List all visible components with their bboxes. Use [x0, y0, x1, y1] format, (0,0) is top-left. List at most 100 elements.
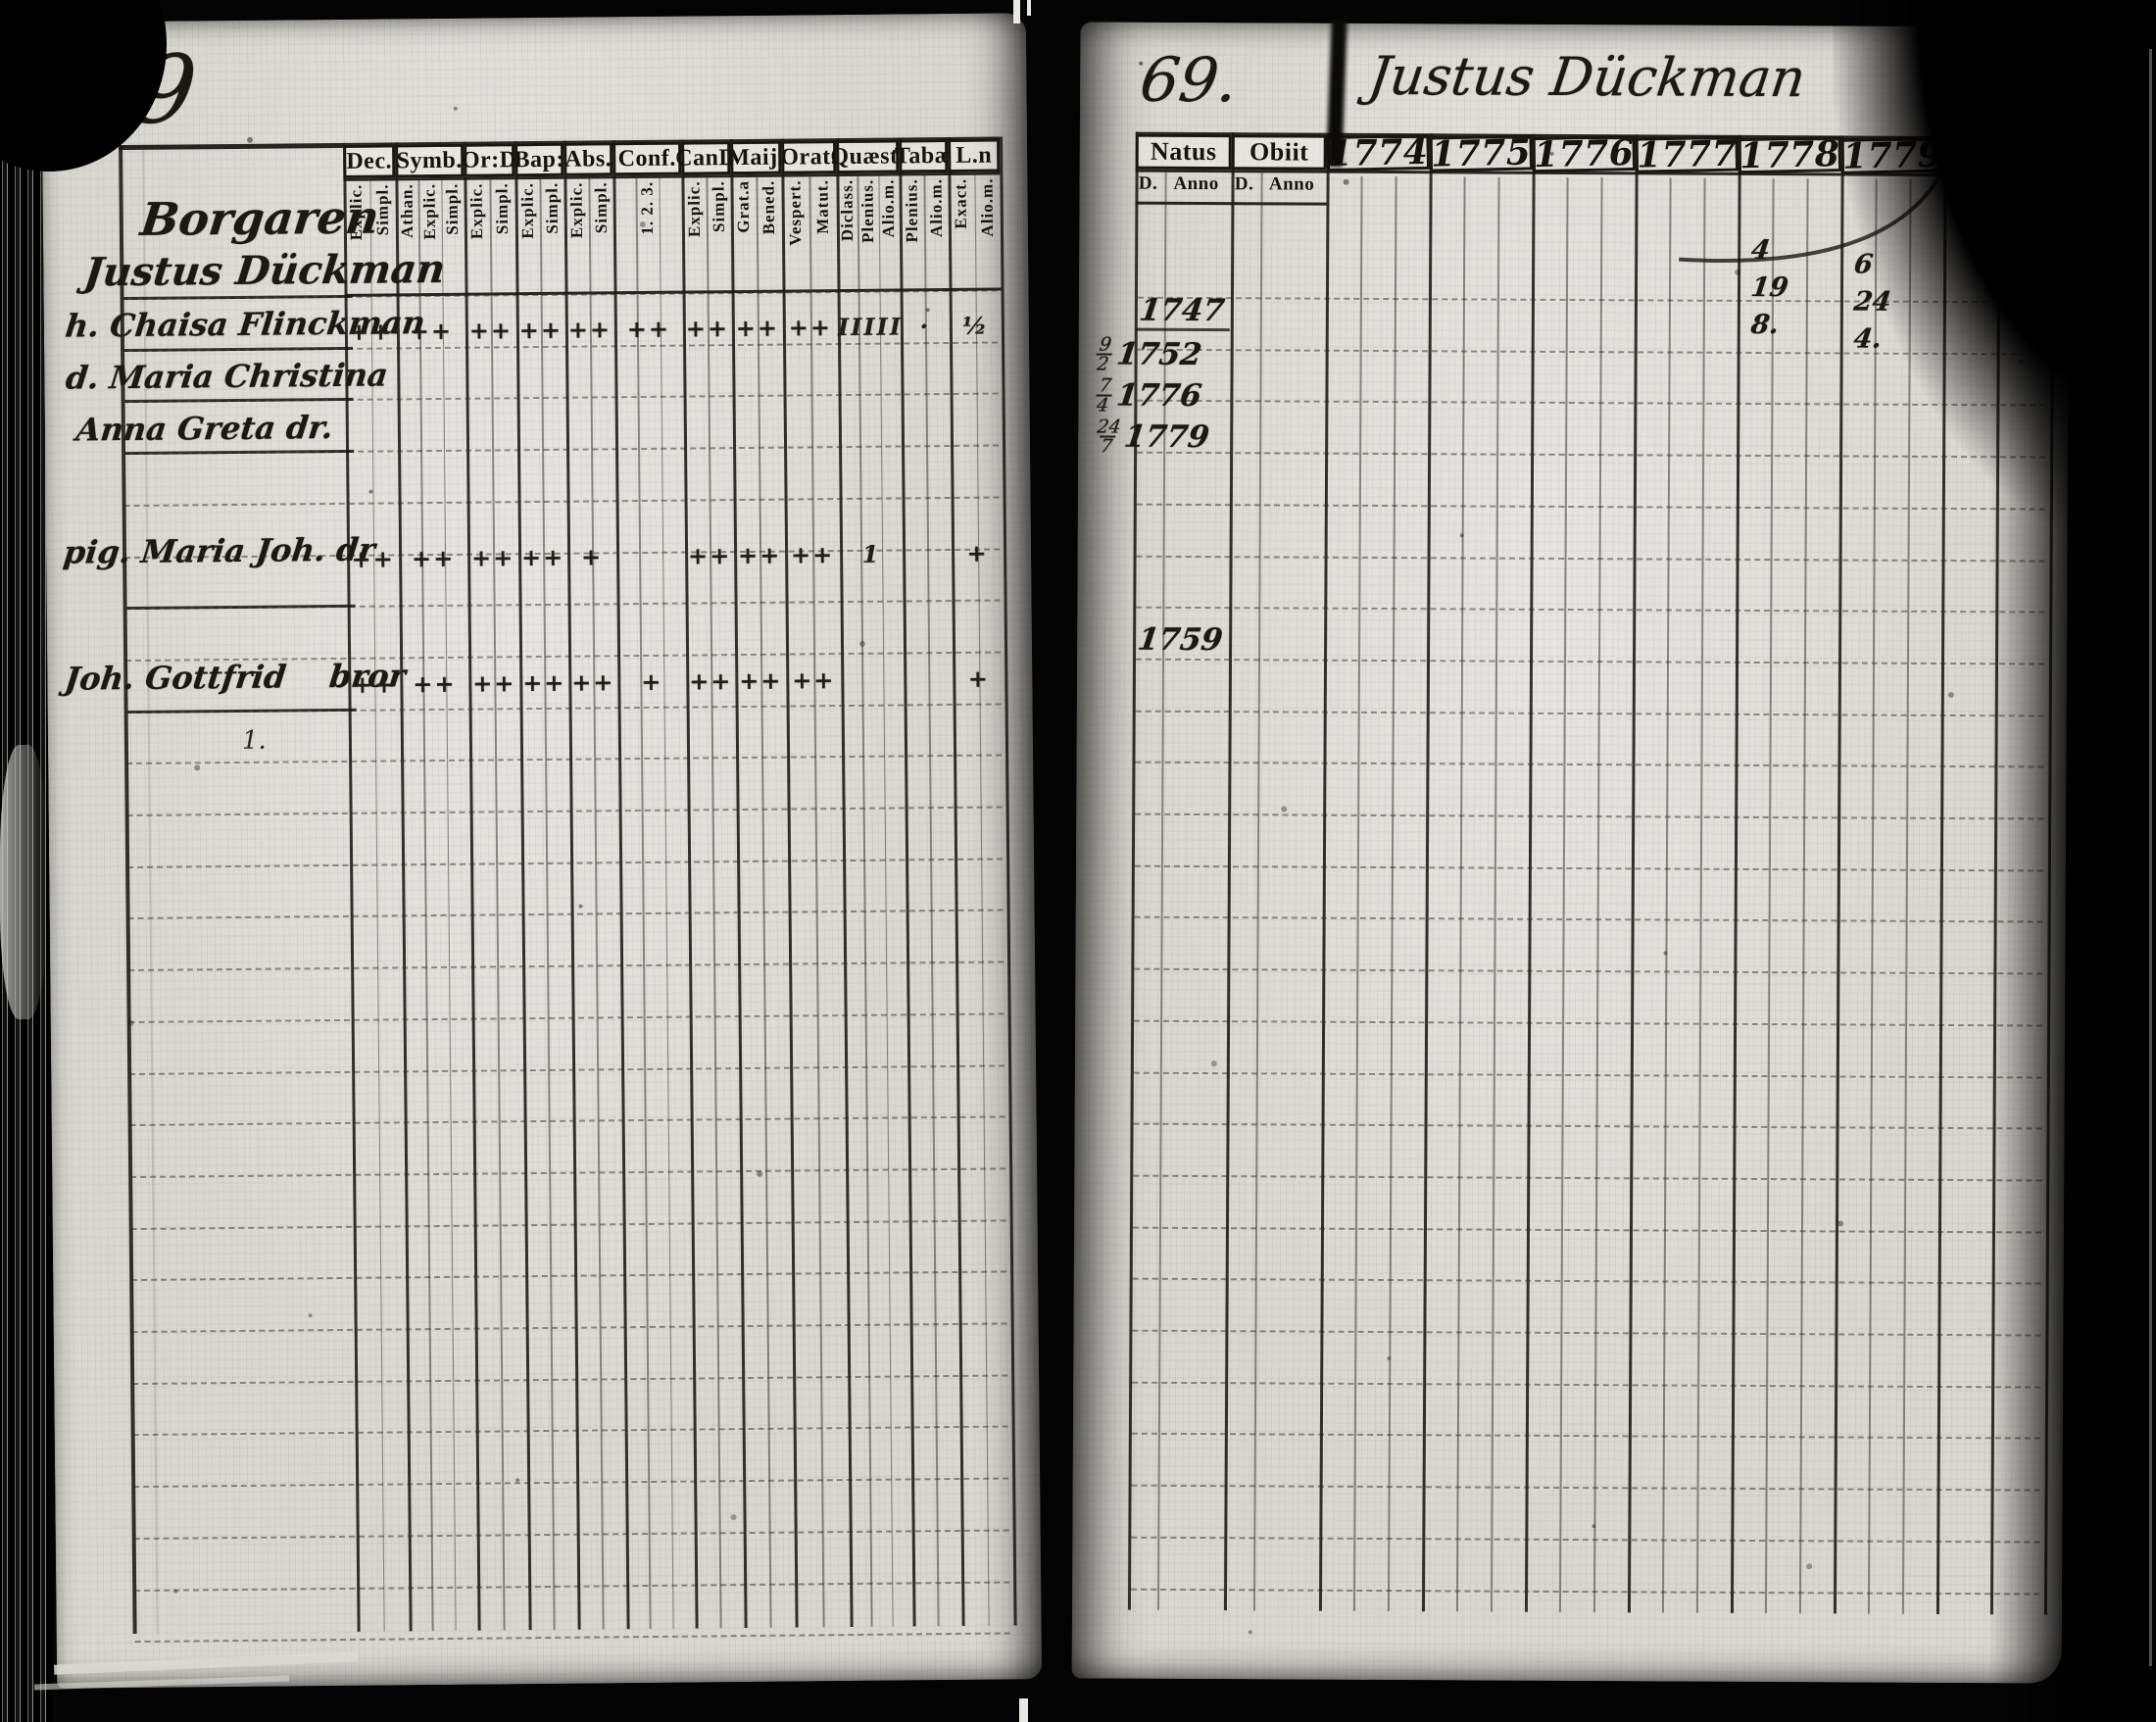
- fraction-denominator: 4: [1093, 394, 1112, 417]
- ruled-line: [129, 1115, 1005, 1127]
- lane-line: [973, 172, 990, 1626]
- column-border: [395, 142, 413, 1632]
- year-header: 1776: [1532, 131, 1637, 176]
- attendance-mark: ++: [571, 667, 615, 697]
- sub-header-cell: Alio.m.: [923, 176, 949, 284]
- ruled-line: [127, 909, 1004, 920]
- column-header: Conf.: [612, 141, 682, 176]
- sub-header-label: Explic.: [419, 182, 439, 240]
- sub-header-day: D.: [1138, 172, 1158, 194]
- sub-header-label: Explic.: [683, 180, 704, 238]
- year-header: 1775: [1429, 131, 1534, 175]
- attendance-mark: +: [580, 542, 604, 571]
- attendance-mark: ++: [792, 665, 836, 695]
- lane-line: [417, 177, 434, 1632]
- ruled-line: [130, 1219, 1006, 1230]
- column-border: [781, 138, 799, 1628]
- year-lane-line: [1695, 177, 1706, 1613]
- column-header: Abs.: [564, 142, 613, 176]
- natus-year: 1779: [1122, 418, 1211, 456]
- ruled-line: [134, 1632, 1010, 1644]
- column-border: [681, 139, 699, 1629]
- sub-header-label: Grat.a: [733, 179, 753, 233]
- sub-header-label: Simpl.: [442, 182, 463, 235]
- sub-header-label: Plenius.: [858, 178, 878, 244]
- lane-line: [635, 175, 652, 1629]
- row-name: Anna Greta dr.: [74, 409, 335, 449]
- sub-header-cell: Exact.: [948, 176, 975, 284]
- column-border: [899, 137, 916, 1627]
- fraction-numerator: 24: [1096, 416, 1123, 438]
- sub-header-cell: Plenius.: [899, 176, 924, 284]
- ruled-line: [132, 1374, 1008, 1385]
- lane-line: [441, 176, 457, 1631]
- attendance-mark: +: [641, 666, 663, 697]
- column-header-obiit: Obiit: [1231, 134, 1327, 171]
- spine-highlight: [0, 745, 47, 1019]
- attendance-mark: ++: [518, 315, 564, 345]
- fraction-denominator: 2: [1094, 353, 1112, 375]
- year-lane-line: [1352, 175, 1363, 1611]
- name-underline: [125, 449, 355, 456]
- sub-header-label: Simpl.: [708, 180, 728, 233]
- ruled-line: [134, 1580, 1010, 1592]
- ruled-line: [126, 754, 1003, 765]
- sub-header-label: Simpl.: [492, 182, 512, 235]
- column-border: [612, 140, 630, 1630]
- sub-header-label: Matut.: [812, 179, 832, 234]
- attendance-mark: ++: [413, 668, 457, 699]
- year-lane-line: [1455, 176, 1466, 1612]
- attendance-mark: ++: [470, 543, 515, 572]
- column-border: [948, 136, 965, 1626]
- sub-header-cell: Simpl.: [539, 180, 564, 288]
- row-name: d. Maria Christina: [64, 356, 390, 397]
- left-page: 69 Dec.Explic.Simpl.Symb.Athan.Explic.Si…: [40, 13, 1043, 1689]
- sub-header-cell: Simpl.: [588, 179, 613, 287]
- sub-header-cell: Simpl.: [489, 180, 515, 288]
- natus-entry: 1747: [1095, 292, 1227, 328]
- ruled-line: [132, 1425, 1008, 1437]
- column-border: [1730, 134, 1741, 1613]
- column-border: [730, 139, 748, 1629]
- ruled-line: [127, 858, 1004, 868]
- sub-header-label: Exact.: [951, 177, 971, 229]
- film-edge-line: [2149, 49, 2152, 1666]
- attendance-mark: ++: [352, 669, 397, 699]
- sub-header-cell: Plenius.: [858, 177, 879, 285]
- year-lane-line: [1558, 176, 1569, 1612]
- column-border: [1223, 132, 1235, 1611]
- attendance-mark: ++: [790, 540, 835, 569]
- column-border: [1627, 134, 1639, 1613]
- sub-header-cell: Alio.m.: [878, 176, 900, 284]
- ruled-line: [128, 960, 1004, 972]
- sub-header-label: 1. 2. 3.: [637, 180, 657, 235]
- name-underline: [124, 346, 354, 352]
- sub-header-label: Vespert.: [785, 179, 806, 246]
- column-border: [1000, 136, 1017, 1626]
- lane-line: [539, 175, 556, 1630]
- lane-line: [588, 175, 605, 1630]
- attendance-mark: ·: [919, 312, 931, 341]
- film-registration-tick: [1027, 0, 1031, 16]
- natus-entry: 9 2 1752: [1094, 333, 1204, 375]
- sub-header-cell: 1. 2. 3.: [612, 179, 682, 288]
- column-border: [564, 140, 581, 1630]
- column-header: Symb.: [395, 143, 465, 178]
- film-vignette-right: [1989, 0, 2156, 1722]
- sub-header-anno: Anno: [1268, 172, 1315, 195]
- day-anno-divider: [1252, 170, 1263, 1611]
- column-header: Tabæ: [895, 138, 953, 173]
- lane-line: [808, 173, 825, 1628]
- attendance-mark: ++: [409, 316, 454, 346]
- natus-year: 1752: [1114, 336, 1204, 373]
- sub-header-cell: Explic.: [564, 180, 589, 288]
- fraction-numerator: 7: [1098, 374, 1113, 397]
- sub-header-label: Alio.m.: [925, 178, 946, 238]
- column-header: L.n: [948, 138, 1001, 172]
- film-registration-tick: [1013, 0, 1020, 24]
- attendance-mark: ++: [472, 668, 516, 698]
- attendance-mark: ++: [788, 313, 833, 342]
- attendance-mark: ++: [349, 317, 393, 346]
